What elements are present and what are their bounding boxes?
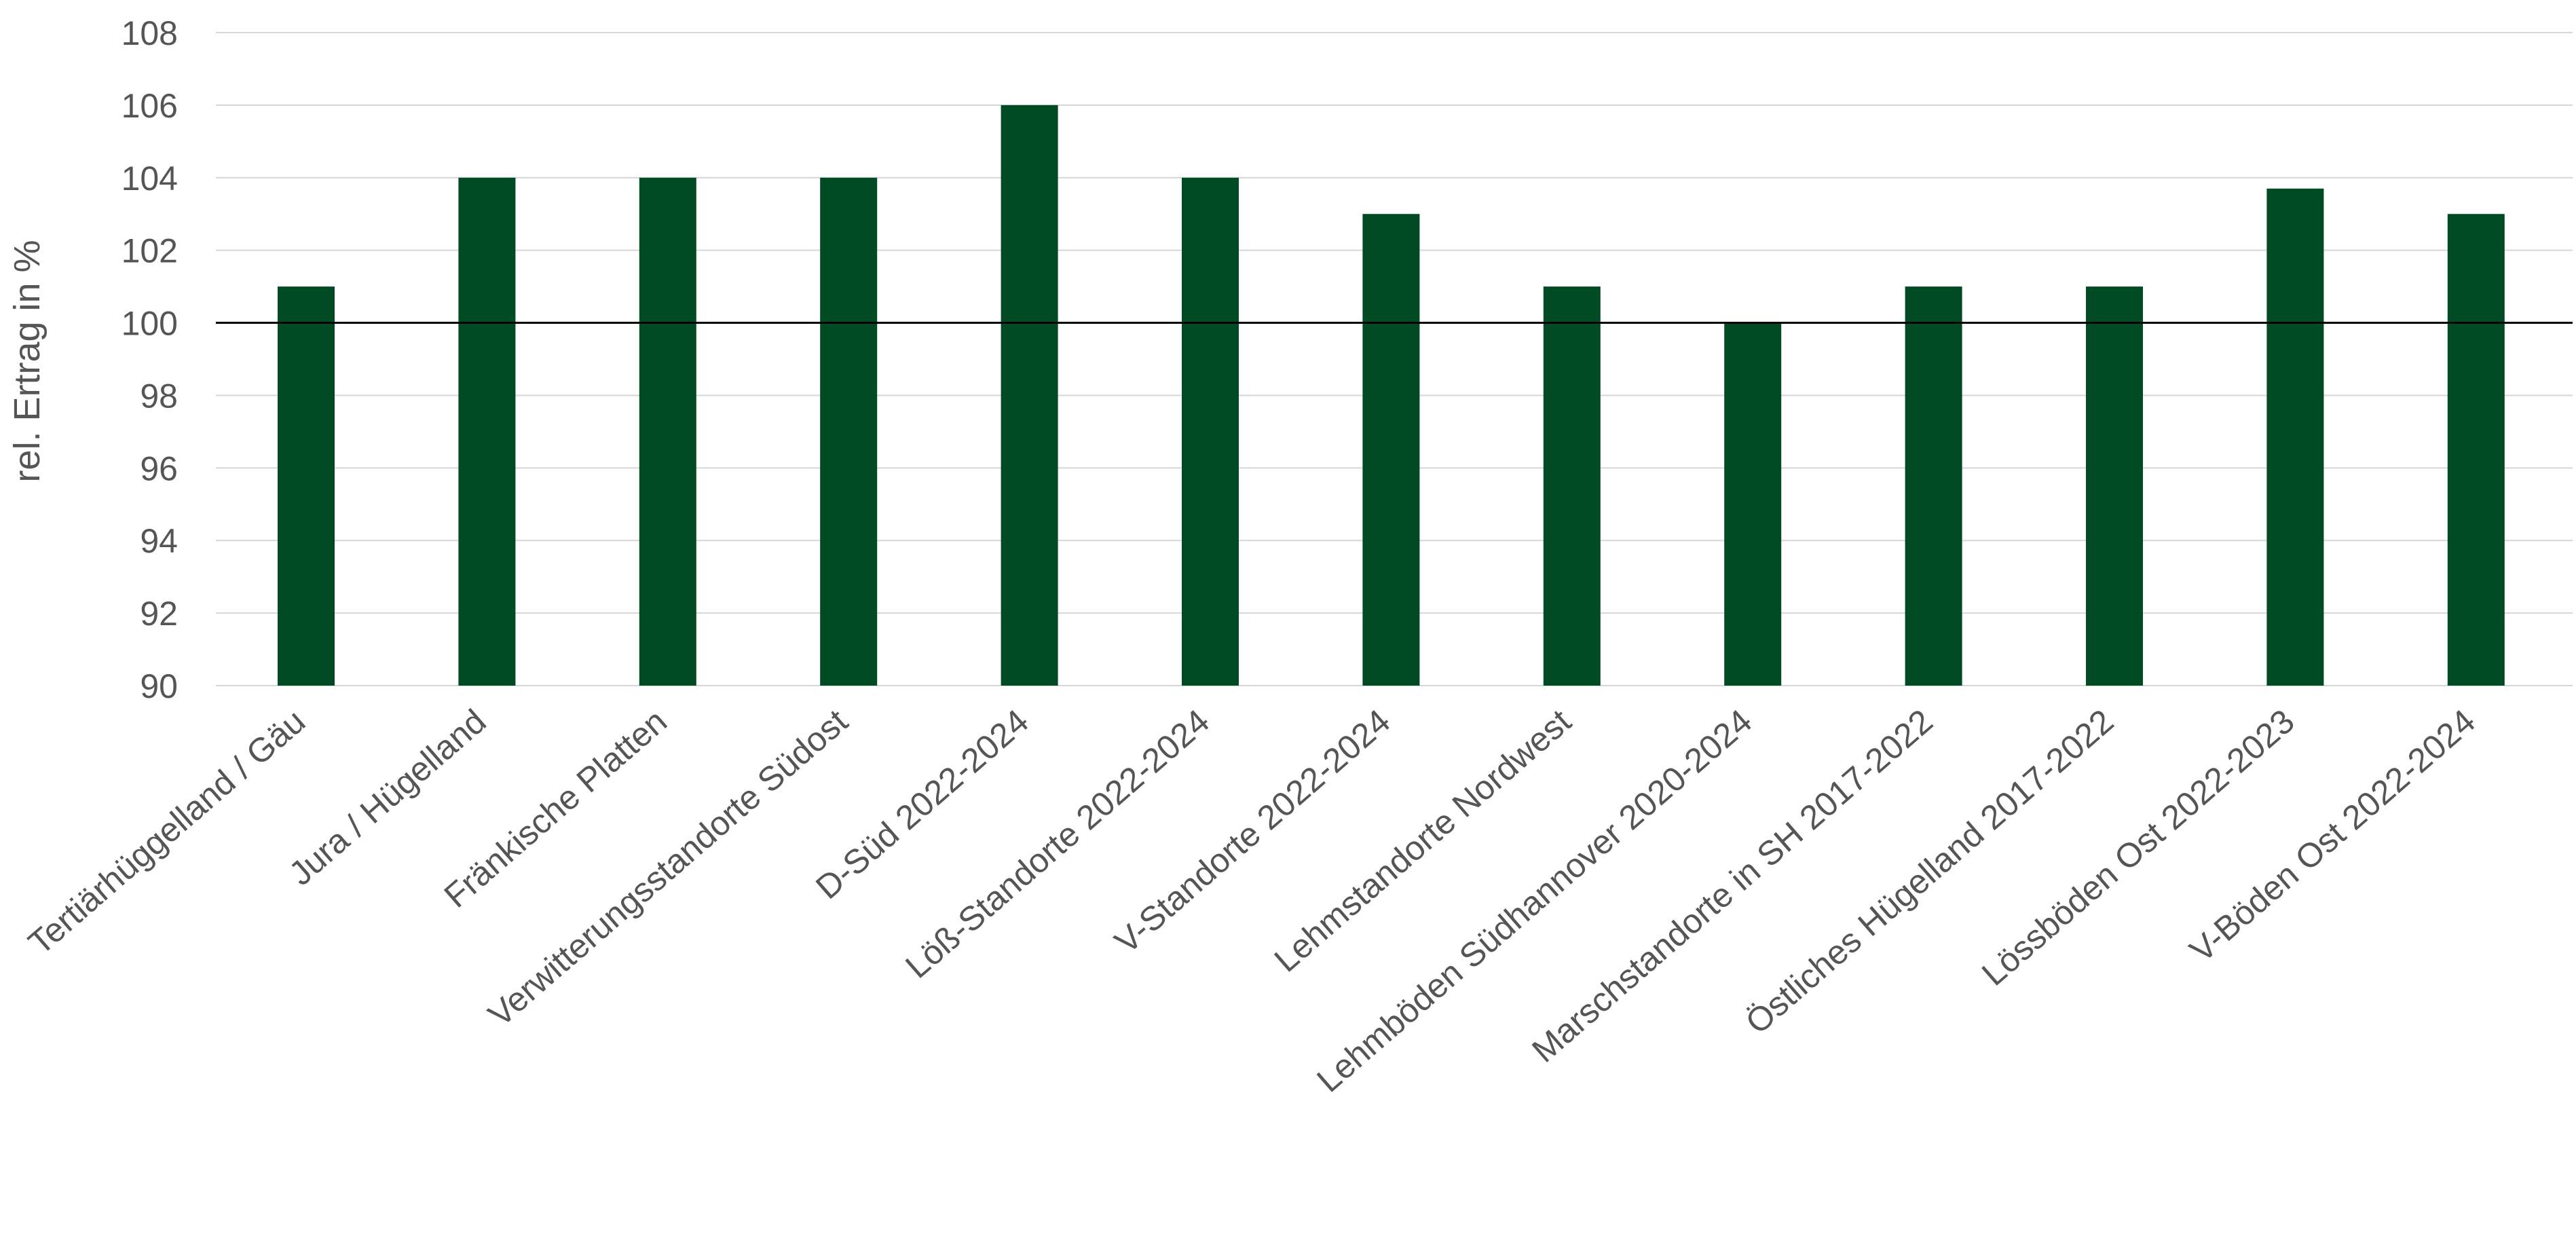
y-tick-label: 104 xyxy=(122,160,178,198)
x-category-label: Lehmstandorte Nordwest xyxy=(1267,702,1578,980)
x-category-label: Östliches Hügelland 2017-2022 xyxy=(1738,702,2121,1041)
bar xyxy=(2447,214,2505,686)
x-category-label: Verwitterungsstandorte Südost xyxy=(481,702,855,1034)
y-axis-ticks: 90 92 94 96 98 100 102 104 106 108 xyxy=(122,14,178,705)
y-tick-label: 96 xyxy=(140,449,178,487)
y-tick-label: 94 xyxy=(140,522,178,560)
y-tick-label: 106 xyxy=(122,87,178,125)
x-category-label: Marschstandorte in SH 2017-2022 xyxy=(1525,702,1939,1070)
bar xyxy=(2266,188,2324,686)
bar xyxy=(1543,286,1601,686)
bar xyxy=(1724,322,1782,686)
x-category-label: Lössböden Ost 2022-2023 xyxy=(1975,702,2302,993)
bar xyxy=(1182,177,1239,686)
y-tick-label: 108 xyxy=(122,14,178,52)
y-tick-label: 90 xyxy=(140,667,178,705)
bar xyxy=(639,177,696,686)
bars xyxy=(278,105,2505,686)
bar xyxy=(278,286,335,686)
bar xyxy=(1905,286,1962,686)
bar xyxy=(458,177,516,686)
bar xyxy=(1001,105,1058,686)
y-tick-label: 98 xyxy=(140,377,178,415)
y-tick-label: 100 xyxy=(122,305,178,343)
x-category-label: V-Böden Ost 2022-2024 xyxy=(2182,702,2482,969)
x-category-label: Löß-Standorte 2022-2024 xyxy=(898,702,1216,986)
y-tick-label: 92 xyxy=(140,595,178,633)
bar xyxy=(820,177,878,686)
y-tick-label: 102 xyxy=(122,232,178,270)
x-category-label: Tertiärhüggelland / Gäu xyxy=(21,702,312,962)
bar xyxy=(2086,286,2143,686)
bar xyxy=(1362,214,1420,686)
y-axis-title: rel. Ertrag in % xyxy=(7,240,48,482)
